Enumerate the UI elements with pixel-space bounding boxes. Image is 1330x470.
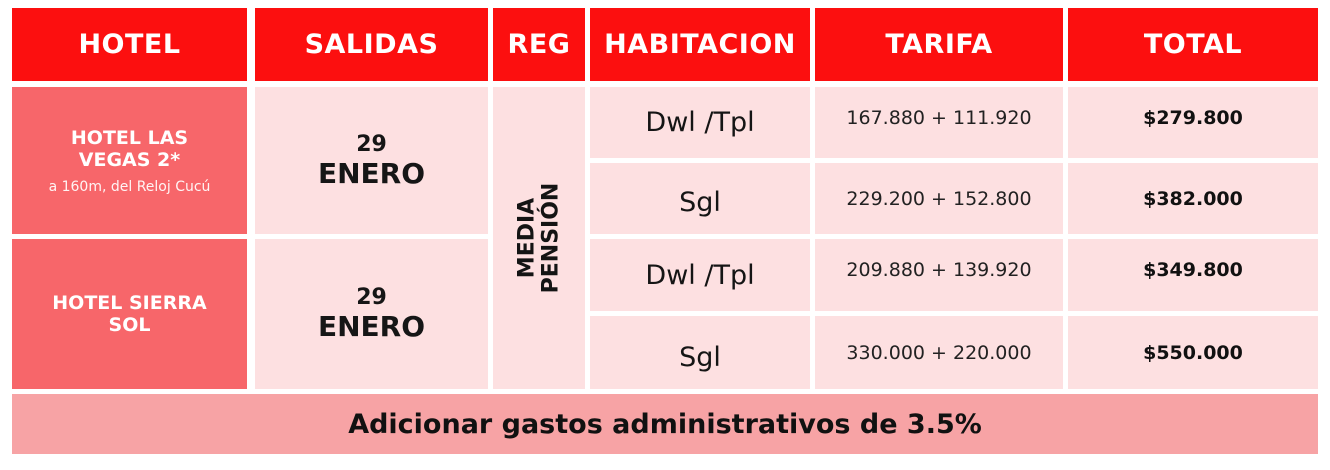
regimen-cell: MEDIA PENSIÓN — [493, 87, 585, 389]
hotel-cell: HOTEL LAS VEGAS 2* a 160m, del Reloj Cuc… — [12, 87, 247, 234]
regimen-label: MEDIA PENSIÓN — [514, 182, 563, 294]
tarifa-cell: 229.200 + 152.800 — [815, 163, 1063, 234]
header-tarifa: TARIFA — [815, 8, 1063, 81]
salida-month: ENERO — [317, 156, 426, 190]
hotel-name-line2: SOL — [108, 314, 151, 336]
header-habitacion: HABITACION — [590, 8, 810, 81]
tarifa-cell: 167.880 + 111.920 — [815, 87, 1063, 158]
regimen-line2: PENSIÓN — [538, 182, 563, 294]
hotel-name-line1: HOTEL LAS — [70, 126, 189, 149]
salida-day: 29 — [356, 131, 387, 157]
hotel-location: a 160m, del Reloj Cucú — [48, 178, 211, 195]
salida-cell: 29 ENERO — [255, 239, 488, 389]
total-cell: $550.000 — [1068, 316, 1318, 389]
total-cell: $349.800 — [1068, 239, 1318, 311]
room-type-cell: Dwl /Tpl — [590, 239, 810, 311]
salida-day: 29 — [356, 285, 387, 310]
hotel-name-line2: VEGAS 2* — [78, 148, 181, 171]
room-type-cell: Sgl — [590, 163, 810, 234]
hotel-cell: HOTEL SIERRA SOL — [12, 239, 247, 389]
header-hotel: HOTEL — [12, 8, 247, 81]
total-cell: $279.800 — [1068, 87, 1318, 158]
header-salidas: SALIDAS — [255, 8, 488, 81]
salida-cell: 29 ENERO — [255, 87, 488, 234]
hotel-name-line1: HOTEL SIERRA — [52, 292, 207, 314]
room-type-cell: Sgl — [590, 316, 810, 389]
header-total: TOTAL — [1068, 8, 1318, 81]
salida-month: ENERO — [317, 310, 426, 343]
footer-note: Adicionar gastos administrativos de 3.5% — [12, 394, 1318, 454]
tarifa-cell: 330.000 + 220.000 — [815, 316, 1063, 389]
room-type-cell: Dwl /Tpl — [590, 87, 810, 158]
header-reg: REG — [493, 8, 585, 81]
tarifa-cell: 209.880 + 139.920 — [815, 239, 1063, 311]
regimen-line1: MEDIA — [514, 197, 539, 279]
total-cell: $382.000 — [1068, 163, 1318, 234]
